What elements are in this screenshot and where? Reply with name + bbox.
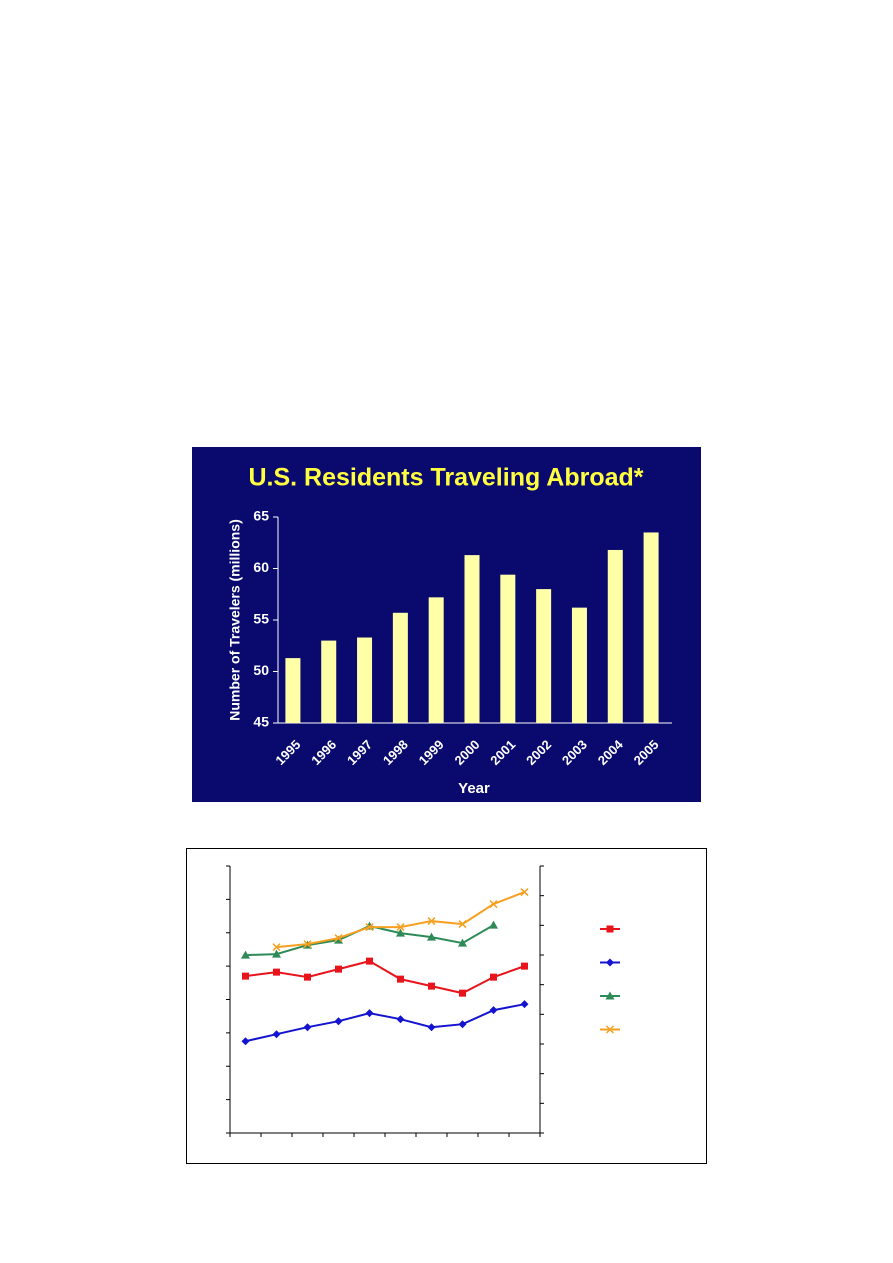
bar: [536, 589, 552, 723]
bar: [392, 612, 408, 723]
bar: [321, 640, 337, 723]
y-tick-label: 55: [253, 611, 269, 627]
y-tick-label: 65: [253, 508, 269, 524]
marker: [521, 962, 528, 970]
marker: [396, 928, 405, 937]
marker: [489, 1006, 498, 1015]
marker: [458, 938, 467, 947]
marker: [334, 934, 343, 943]
bar: [571, 607, 587, 723]
marker: [272, 1030, 281, 1039]
marker: [490, 973, 497, 981]
marker: [242, 972, 249, 980]
bar: [285, 658, 301, 723]
y-tick-label: 50: [253, 662, 269, 678]
marker: [396, 923, 405, 932]
marker: [273, 968, 280, 976]
series-line: [245, 924, 495, 957]
bar: [428, 597, 444, 723]
marker: [272, 949, 281, 958]
marker: [397, 975, 404, 983]
marker: [427, 932, 436, 941]
series-line: [276, 891, 525, 949]
legend-marker: [605, 1025, 615, 1034]
marker: [489, 900, 498, 909]
legend-marker: [606, 925, 614, 933]
marker: [241, 950, 250, 959]
series-line: [245, 960, 525, 995]
marker: [520, 888, 529, 897]
marker: [520, 1000, 529, 1009]
marker: [303, 940, 312, 949]
y-tick-label: 45: [253, 714, 269, 730]
bar: [607, 549, 623, 723]
marker: [303, 1023, 312, 1032]
y-axis-label: Number of Travelers (millions): [227, 519, 243, 721]
marker: [241, 1037, 250, 1046]
y-tick-label: 60: [253, 559, 269, 575]
marker: [427, 1023, 436, 1032]
marker: [365, 1009, 374, 1018]
x-axis-label: Year: [458, 780, 490, 797]
marker: [366, 957, 373, 965]
marker: [427, 917, 436, 926]
marker: [335, 965, 342, 973]
series-line: [245, 1003, 525, 1043]
marker: [428, 982, 435, 990]
chart-frame: [186, 848, 707, 1164]
legend-marker: [606, 958, 614, 967]
bar: [357, 637, 373, 723]
marker: [396, 1015, 405, 1024]
bar: [464, 555, 480, 723]
marker: [458, 1020, 467, 1029]
legend-marker: [605, 991, 615, 1000]
bar: [643, 532, 659, 723]
chart-title: U.S. Residents Traveling Abroad*: [248, 464, 643, 492]
bar: [500, 574, 516, 723]
marker: [458, 920, 467, 929]
marker: [365, 923, 374, 932]
marker: [304, 973, 311, 981]
marker: [489, 920, 498, 929]
marker: [459, 989, 466, 997]
marker: [334, 1017, 343, 1026]
marker: [272, 943, 281, 952]
marker: [334, 935, 343, 944]
